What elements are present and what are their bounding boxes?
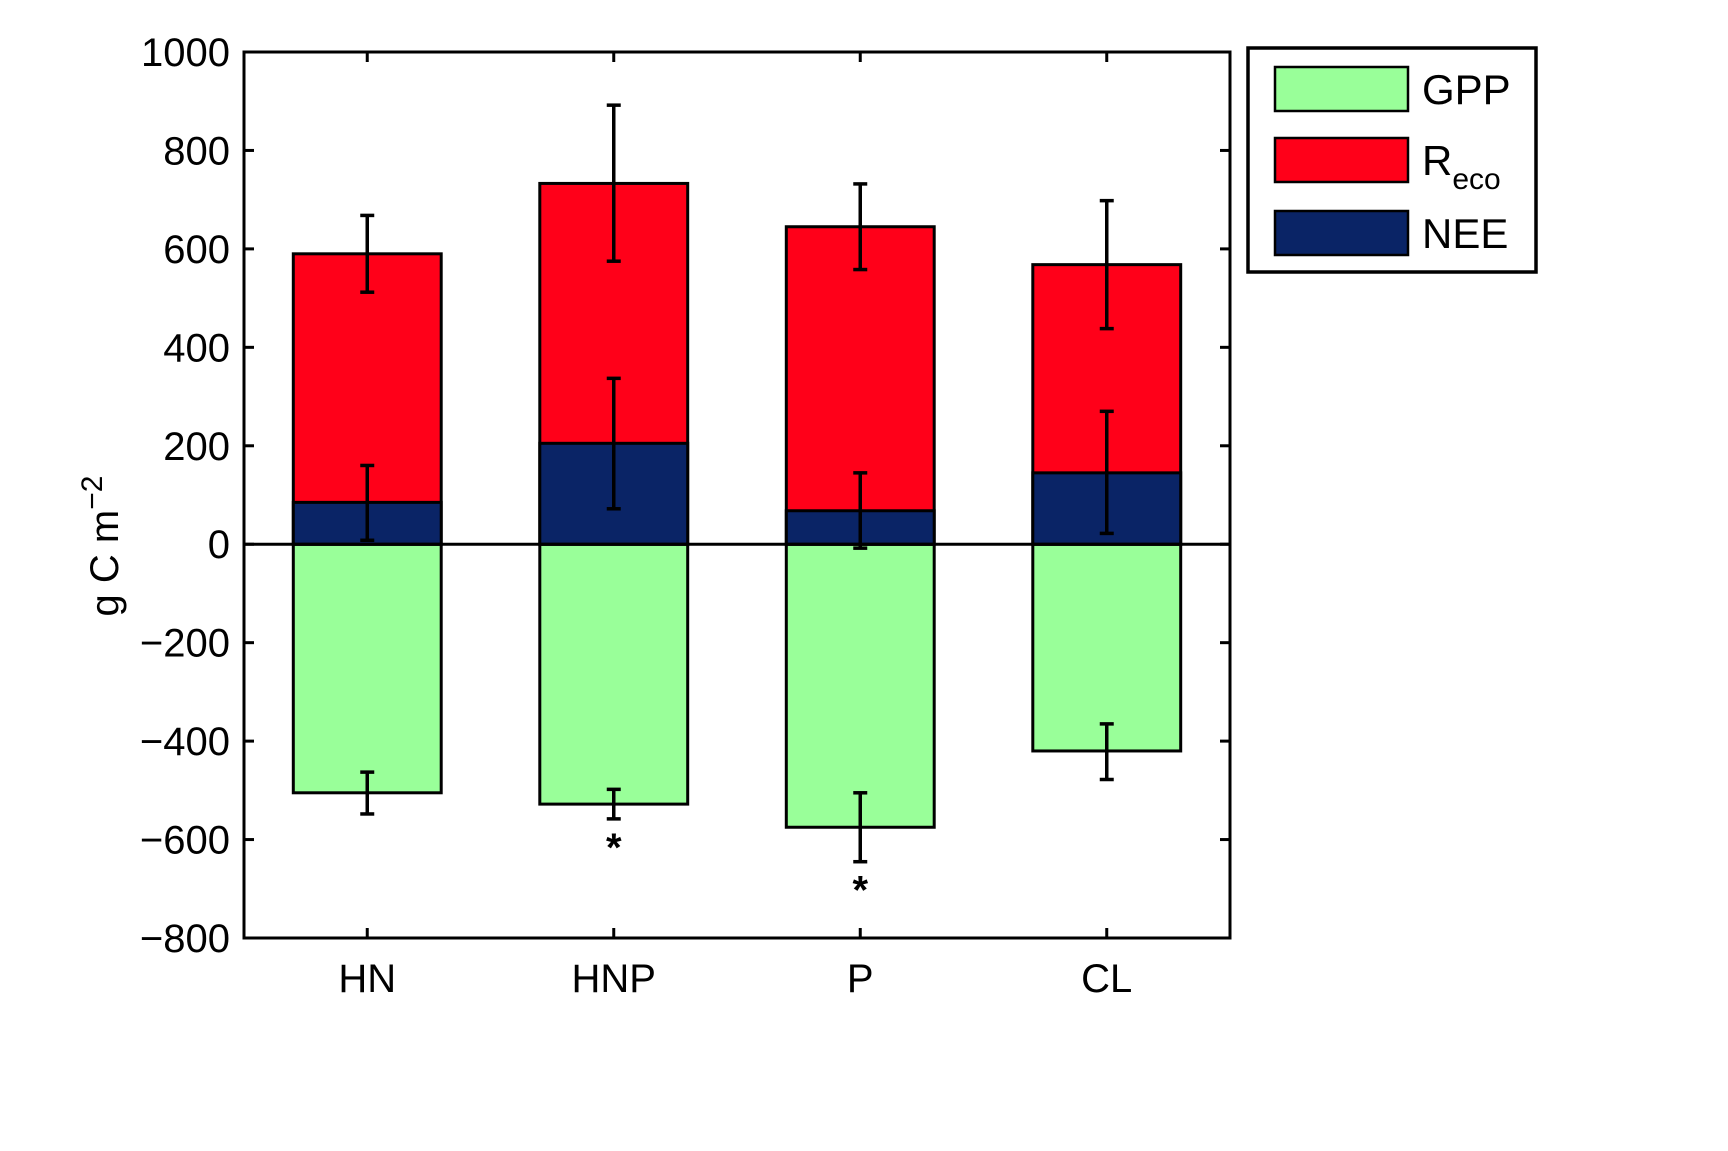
legend-label-gpp: GPP [1422, 66, 1511, 113]
bar-gpp-hnp [538, 542, 690, 806]
y-tick-label: 200 [163, 425, 230, 469]
bar-gpp-hn [291, 542, 443, 795]
x-tick-label-p: P [847, 957, 874, 1001]
y-tick-label: −200 [140, 622, 230, 666]
significance-marker-p: * [852, 869, 868, 913]
legend-swatch-nee [1273, 209, 1410, 257]
y-tick-label: 0 [208, 523, 230, 567]
significance-marker-hnp: * [606, 826, 622, 870]
legend-label-nee: NEE [1422, 210, 1508, 257]
y-tick-label: −600 [140, 819, 230, 863]
y-tick-label: −400 [140, 720, 230, 764]
x-tick-label-cl: CL [1081, 957, 1132, 1001]
x-tick-label-hn: HN [338, 957, 396, 1001]
bar-gpp-p [784, 542, 936, 829]
bar-gpp-cl [1031, 542, 1183, 753]
plot-frame [242, 50, 1232, 940]
y-axis-label-text: g C m−2 [76, 476, 127, 617]
legend-swatch-r [1273, 136, 1410, 184]
y-tick-label: 600 [163, 228, 230, 272]
y-tick-label: 800 [163, 129, 230, 173]
y-tick-label: −800 [140, 917, 230, 961]
y-axis-label-superscript: −2 [76, 476, 109, 510]
error-bars-layer: ** [360, 103, 1114, 913]
y-axis-label: g C m−2 [76, 476, 127, 617]
legend-label-subscript: eco [1452, 163, 1500, 196]
axes-layer: 1000 800 600 400 200 0 −200 −400 −600 −800 HN HNP P C… [140, 31, 1232, 1001]
bars-layer [291, 181, 1183, 829]
y-tick-label: 1000 [141, 31, 230, 75]
x-tick-label-hnp: HNP [572, 957, 656, 1001]
y-axis-label-base: g C m [83, 510, 127, 617]
legend-swatch-gpp [1273, 65, 1410, 113]
y-tick-label: 400 [163, 326, 230, 370]
